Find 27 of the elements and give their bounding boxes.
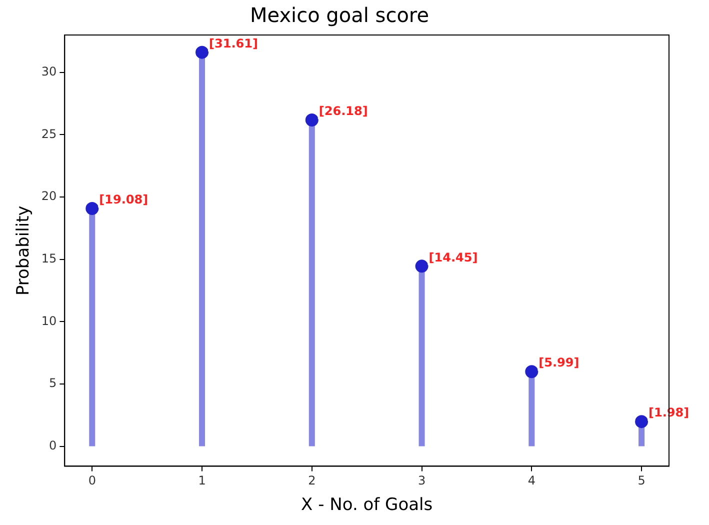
y-tick-label: 15 — [41, 251, 57, 266]
data-label: [26.18] — [318, 104, 368, 118]
y-axis-title: Probability — [14, 206, 34, 296]
data-label: [14.45] — [428, 250, 478, 264]
point — [305, 113, 318, 126]
x-tick-label: 2 — [308, 474, 316, 488]
data-label: [5.99] — [538, 356, 580, 370]
y-tick-label: 5 — [49, 376, 57, 390]
x-axis-title: X - No. of Goals — [301, 495, 433, 516]
y-tick-label: 20 — [41, 189, 57, 204]
point — [86, 202, 99, 215]
x-tick-label: 1 — [198, 474, 206, 488]
data-label: [19.08] — [99, 192, 148, 207]
data-label: [31.61] — [209, 36, 258, 50]
point — [635, 415, 648, 428]
chart-title: Mexico goal score — [250, 3, 430, 28]
x-tick-label: 3 — [418, 474, 426, 488]
y-tick-label: 0 — [49, 438, 57, 452]
y-tick-label: 25 — [41, 126, 57, 141]
x-tick-label: 0 — [88, 474, 96, 488]
x-tick-label: 4 — [528, 474, 536, 488]
point — [525, 365, 538, 378]
point — [415, 260, 428, 273]
point — [196, 46, 209, 59]
y-tick-label: 30 — [41, 64, 57, 79]
x-tick-label: 5 — [638, 474, 646, 488]
y-tick-label: 10 — [41, 314, 57, 328]
